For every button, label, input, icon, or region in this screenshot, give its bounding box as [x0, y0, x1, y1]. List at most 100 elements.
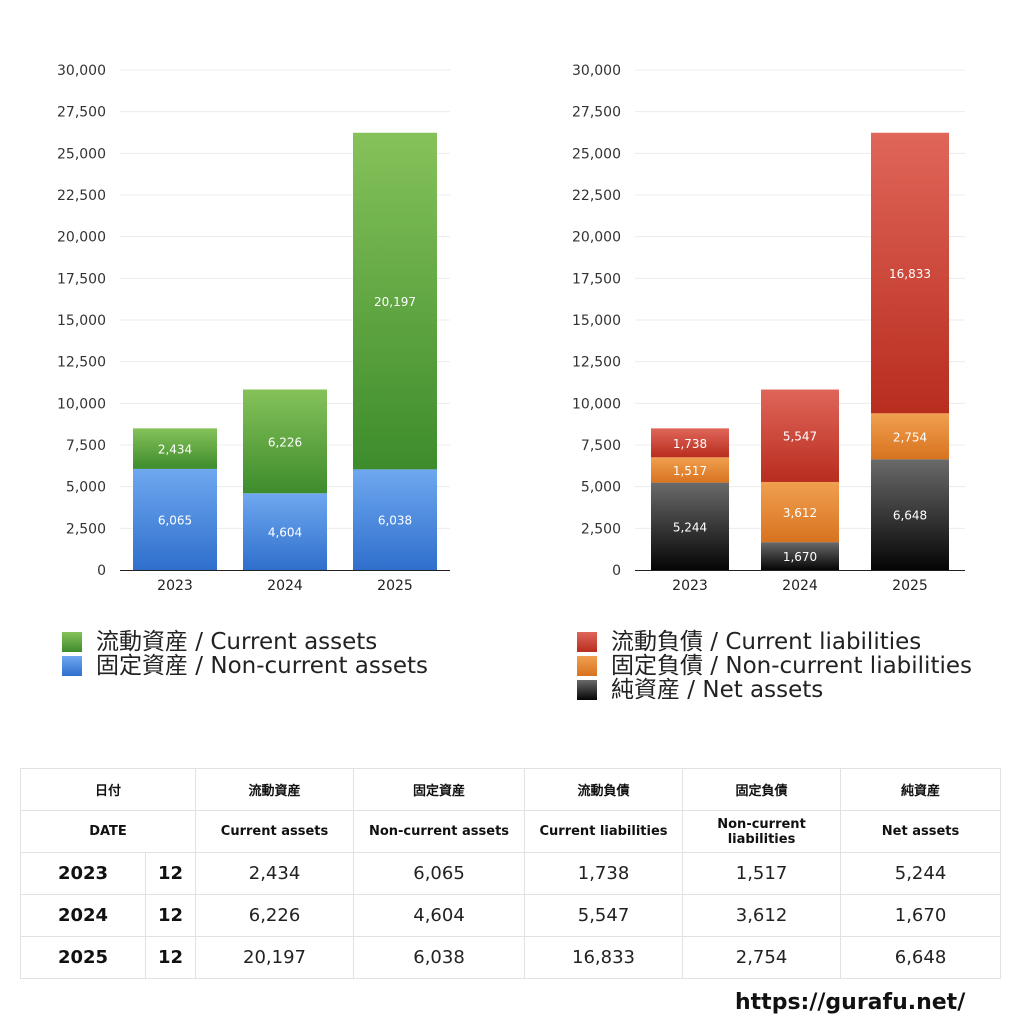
row-year: 2024 [20, 894, 146, 937]
cell-current-assets: 6,226 [195, 894, 355, 937]
cell-net-assets: 1,670 [840, 894, 1002, 937]
table-row: 2025 12 20,197 6,038 16,833 2,754 6,648 [20, 936, 1002, 979]
bar-segment [243, 389, 327, 494]
bar-segment [651, 428, 729, 458]
data-label: 6,648 [893, 509, 927, 523]
bar-segment [651, 482, 729, 570]
legend-swatch [577, 656, 597, 676]
x-tick-label: 2023 [672, 578, 708, 594]
table-row: 2024 12 6,226 4,604 5,547 3,612 1,670 [20, 894, 1002, 937]
y-tick-label: 30,000 [572, 63, 621, 79]
legend-swatch [62, 656, 82, 676]
bar-segment [133, 468, 217, 570]
bar-segment [761, 481, 839, 543]
y-tick-label: 22,500 [572, 188, 621, 204]
y-tick-label: 2,500 [66, 521, 106, 537]
data-label: 2,754 [893, 430, 927, 444]
y-tick-label: 25,000 [572, 146, 621, 162]
y-tick-label: 0 [97, 563, 106, 579]
header-non-current-assets: 固定資産 [353, 768, 526, 811]
footer-url-link[interactable]: https://gurafu.net/ [735, 990, 966, 1015]
data-label: 1,517 [673, 464, 707, 478]
data-label: 4,604 [268, 526, 302, 540]
data-label: 1,738 [673, 437, 707, 451]
legend-label: 流動負債 / Current liabilities [611, 629, 922, 655]
y-tick-label: 5,000 [581, 480, 621, 496]
cell-non-current-assets: 4,604 [353, 894, 526, 937]
cell-non-current-liabilities: 2,754 [682, 936, 842, 979]
legend-item-current-liabilities: 流動負債 / Current liabilities [577, 630, 972, 654]
y-tick-label: 7,500 [581, 438, 621, 454]
y-tick-label: 27,500 [572, 105, 621, 121]
y-tick-label: 15,000 [572, 313, 621, 329]
y-tick-label: 20,000 [572, 230, 621, 246]
x-tick-label: 2024 [267, 578, 303, 594]
y-tick-label: 20,000 [57, 230, 106, 246]
bar-segment [761, 389, 839, 482]
cell-net-assets: 5,244 [840, 852, 1002, 895]
y-tick-label: 7,500 [66, 438, 106, 454]
legend-label: 純資産 / Net assets [611, 677, 824, 703]
header-current-assets: 流動資産 [195, 768, 355, 811]
bar-segment [871, 413, 949, 460]
legend-label: 固定負債 / Non-current liabilities [611, 653, 972, 679]
data-label: 5,547 [783, 430, 817, 444]
bar-segment [761, 542, 839, 570]
x-tick-label: 2025 [377, 578, 413, 594]
cell-current-liabilities: 5,547 [524, 894, 684, 937]
bar-segment [353, 469, 437, 570]
cell-current-liabilities: 16,833 [524, 936, 684, 979]
row-year: 2023 [20, 852, 146, 895]
bar-segment [651, 457, 729, 483]
cell-non-current-liabilities: 3,612 [682, 894, 842, 937]
data-label: 6,065 [158, 513, 192, 527]
header-non-current-liabilities: 固定負債 [682, 768, 842, 811]
x-tick-label: 2025 [892, 578, 928, 594]
bar-segment [871, 132, 949, 414]
balance-sheet-table: 日付 流動資産 固定資産 流動負債 固定負債 純資産 DATE Current … [19, 768, 1002, 979]
data-label: 16,833 [889, 267, 931, 281]
header-current-liabilities: 流動負債 [524, 768, 684, 811]
cell-non-current-assets: 6,065 [353, 852, 526, 895]
y-tick-label: 12,500 [572, 355, 621, 371]
cell-current-assets: 2,434 [195, 852, 355, 895]
y-tick-label: 30,000 [57, 63, 106, 79]
header-date: 日付 [19, 768, 197, 811]
bar-segment [871, 459, 949, 570]
row-month: 12 [144, 936, 197, 979]
y-tick-label: 10,000 [57, 396, 106, 412]
row-month: 12 [144, 894, 197, 937]
row-month: 12 [144, 852, 197, 895]
cell-current-assets: 20,197 [195, 936, 355, 979]
legend-item-non-current-assets: 固定資産 / Non-current assets [62, 654, 428, 678]
cell-net-assets: 6,648 [840, 936, 1002, 979]
cell-non-current-assets: 6,038 [353, 936, 526, 979]
bar-segment [353, 132, 437, 470]
bar-segment [243, 493, 327, 570]
liabilities-chart: 0 2,500 5,000 7,500 10,000 12,500 15,000 17,500… [572, 63, 965, 594]
header-net-assets-en: Net assets [840, 810, 1002, 853]
y-tick-label: 5,000 [66, 480, 106, 496]
y-tick-label: 2,500 [581, 521, 621, 537]
assets-legend: 流動資産 / Current assets 固定資産 / Non-current… [62, 630, 428, 678]
header-date-en: DATE [19, 810, 197, 853]
bar-segment [133, 428, 217, 469]
legend-label: 固定資産 / Non-current assets [96, 653, 429, 679]
data-label: 20,197 [374, 295, 416, 309]
assets-chart: 0 2,500 5,000 7,500 10,000 12,500 15,000 17,500… [57, 63, 450, 594]
y-tick-label: 25,000 [57, 146, 106, 162]
data-label: 5,244 [673, 520, 707, 534]
table-header-row-en: DATE Current assets Non-current assets C… [19, 810, 1002, 853]
x-tick-label: 2024 [782, 578, 818, 594]
header-non-current-assets-en: Non-current assets [353, 810, 526, 853]
header-non-current-liabilities-en: Non-current liabilities [682, 810, 842, 853]
legend-item-net-assets: 純資産 / Net assets [577, 678, 972, 702]
liabilities-legend: 流動負債 / Current liabilities 固定負債 / Non-cu… [577, 630, 972, 702]
header-current-assets-en: Current assets [195, 810, 355, 853]
header-current-liabilities-en: Current liabilities [524, 810, 684, 853]
y-tick-label: 22,500 [57, 188, 106, 204]
table-row: 2023 12 2,434 6,065 1,738 1,517 5,244 [20, 852, 1002, 895]
table-header-row-jp: 日付 流動資産 固定資産 流動負債 固定負債 純資産 [19, 768, 1002, 811]
legend-item-non-current-liabilities: 固定負債 / Non-current liabilities [577, 654, 972, 678]
y-tick-label: 12,500 [57, 355, 106, 371]
